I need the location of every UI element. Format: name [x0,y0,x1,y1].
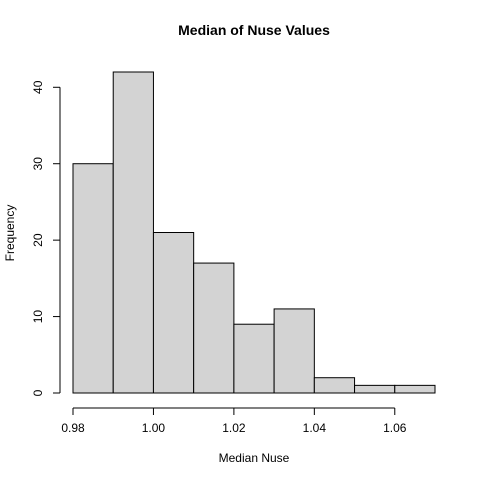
y-axis-label: Frequency [3,205,17,262]
x-tick-label: 1.06 [383,421,407,435]
histogram-bar [313,377,356,394]
x-axis-label: Median Nuse [219,451,290,465]
histogram-bar [394,384,436,394]
chart-title: Median of Nuse Values [178,22,330,38]
histogram-bar [193,262,235,394]
histogram-bar [354,384,396,394]
bars-group [72,71,436,394]
histogram-bar [72,163,114,394]
y-tick-label: 30 [31,157,45,171]
y-tick-label: 40 [31,80,45,94]
histogram-bar [112,71,154,394]
histogram-bar [152,232,195,394]
histogram-bar [273,308,315,394]
histogram-bar [233,323,275,394]
x-tick-label: 1.00 [142,421,166,435]
x-tick-label: 1.04 [303,421,327,435]
y-tick-label: 20 [31,233,45,247]
y-axis: 0 10 20 30 40 [31,80,61,396]
y-tick-label: 0 [31,389,45,396]
x-tick-label: 1.02 [222,421,246,435]
y-tick-label: 10 [31,310,45,324]
x-tick-label: 0.98 [61,421,85,435]
x-axis: 0.98 1.00 1.02 1.04 1.06 [61,407,407,435]
